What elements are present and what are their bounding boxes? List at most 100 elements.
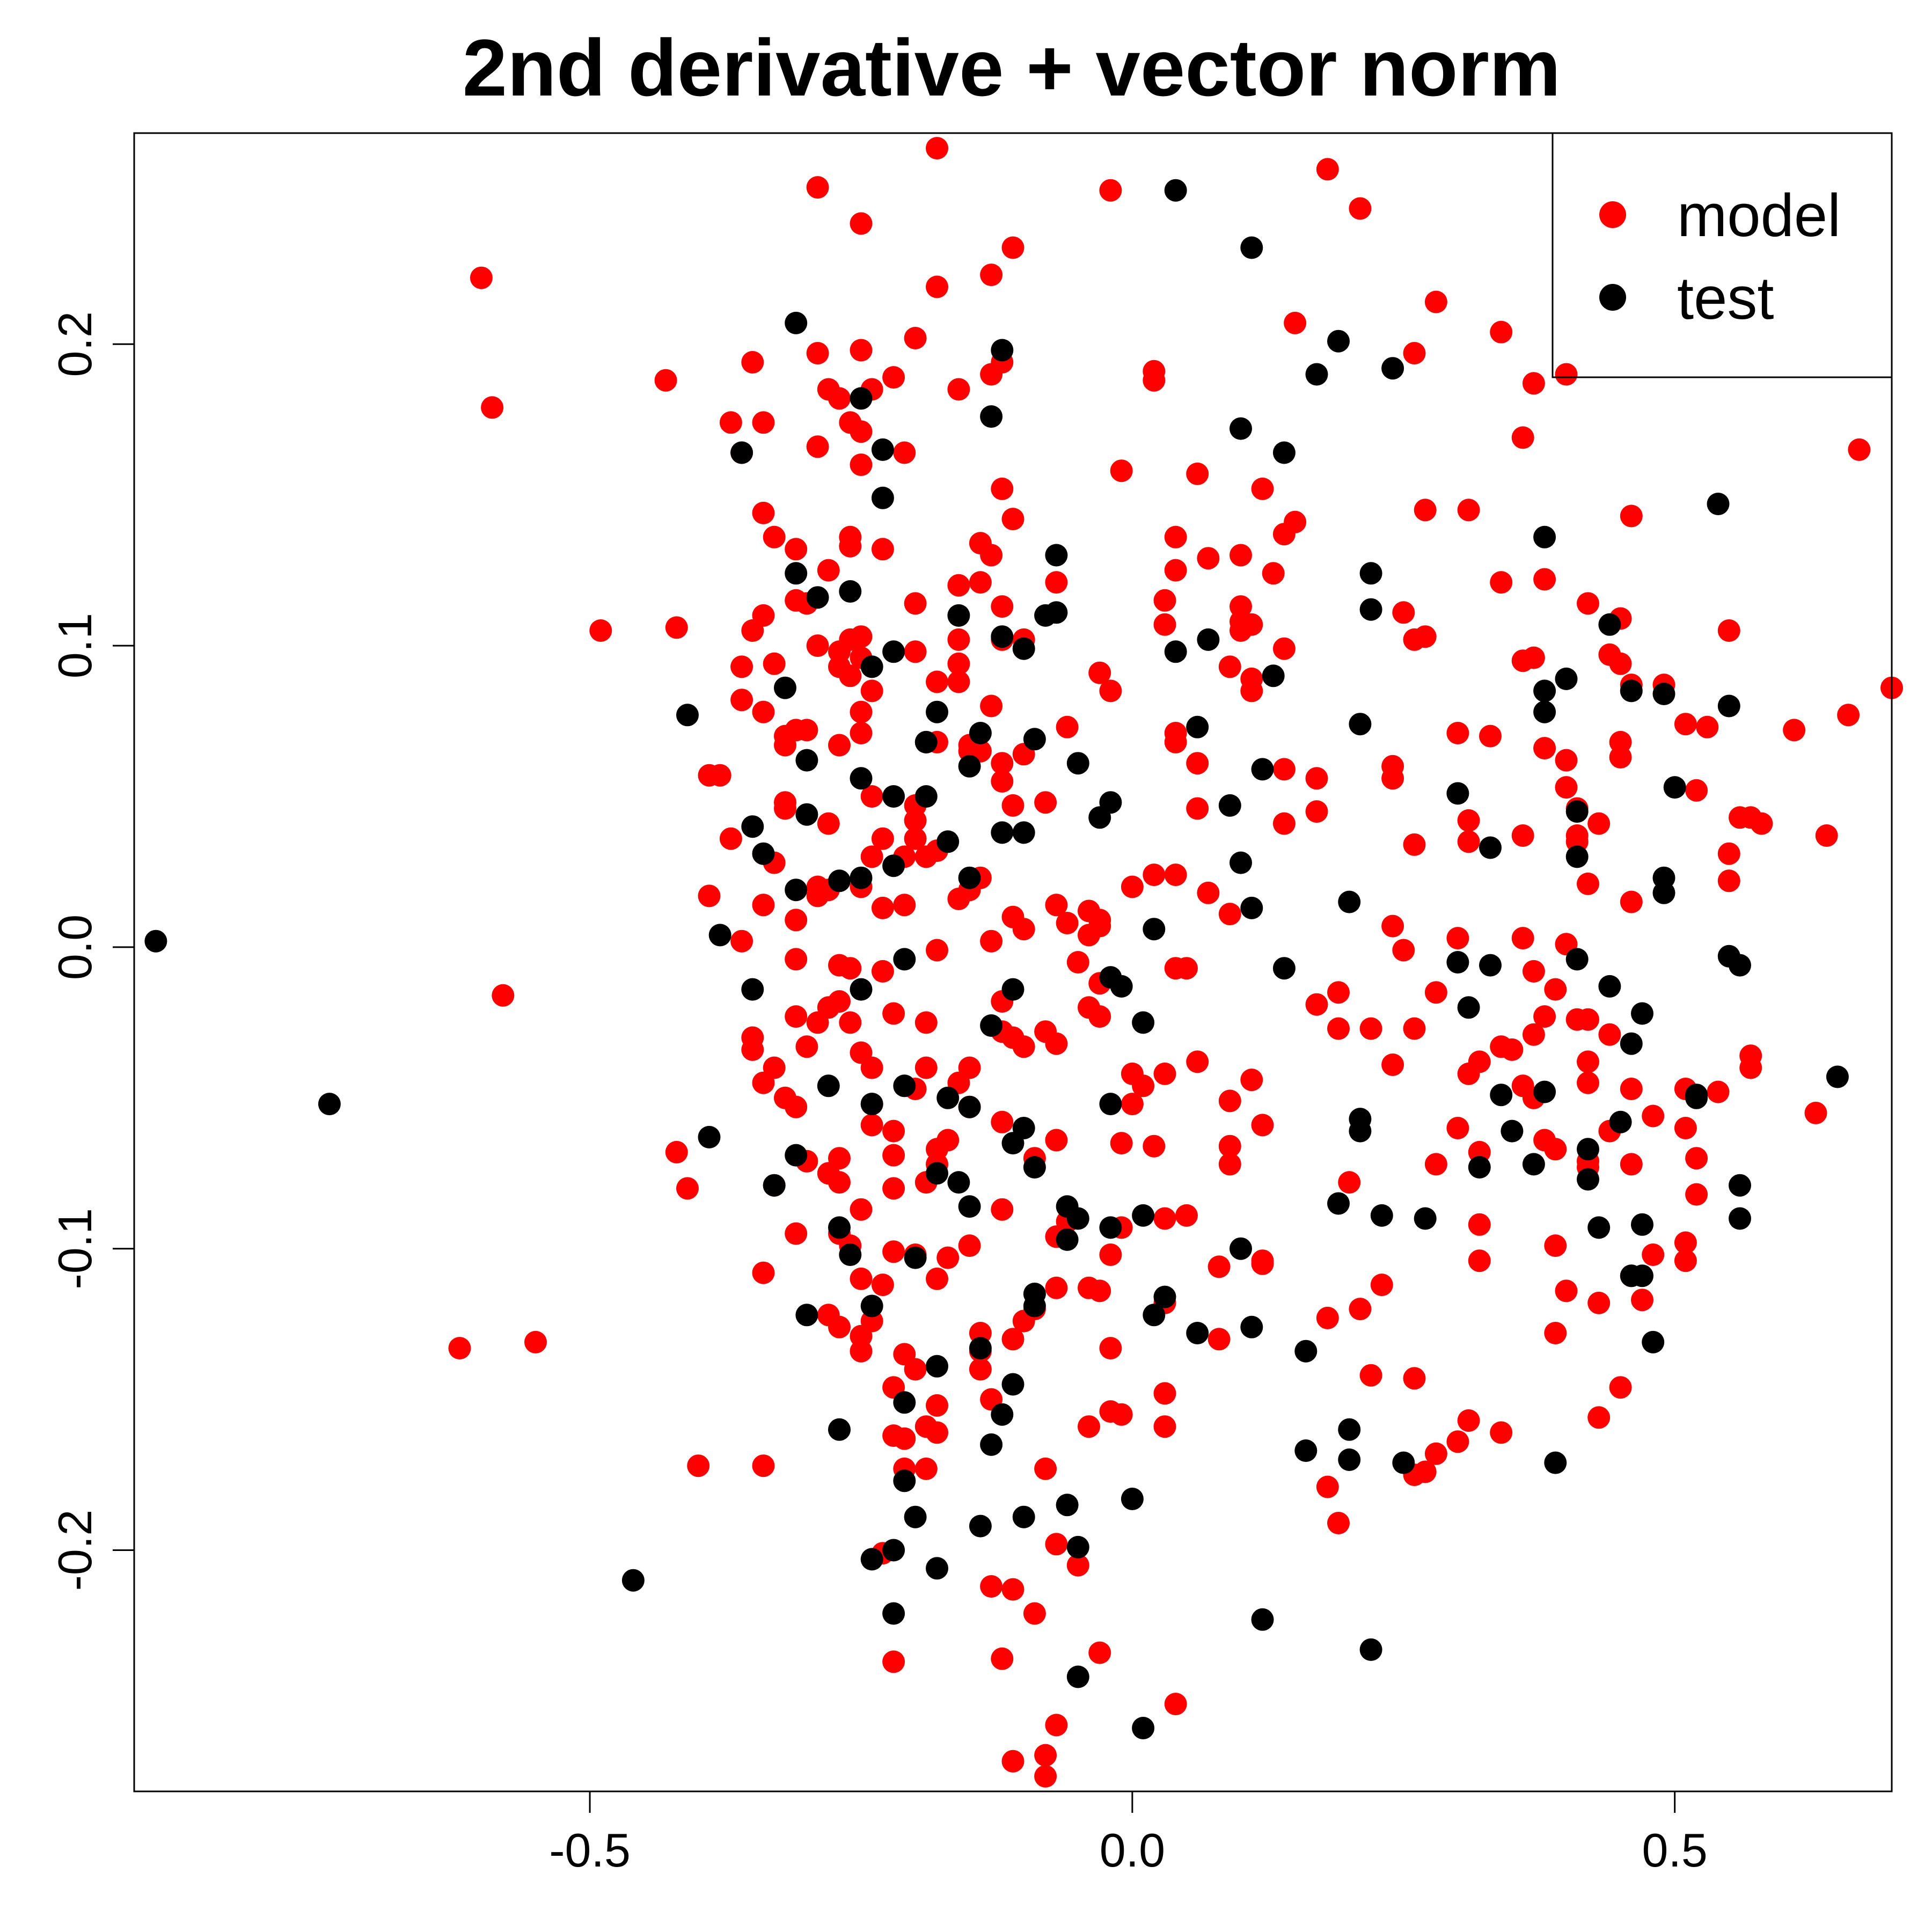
point-test-2 <box>621 1569 645 1592</box>
point-model-392 <box>1045 1276 1068 1299</box>
point-model-340 <box>785 1222 808 1245</box>
point-model-374 <box>524 1330 547 1353</box>
point-model-169 <box>1457 809 1480 832</box>
point-model-20 <box>719 411 742 434</box>
point-test-16 <box>795 749 818 772</box>
point-model-192 <box>914 845 938 868</box>
point-model-156 <box>774 797 796 820</box>
point-model-176 <box>1685 779 1708 802</box>
point-test-95 <box>1099 1093 1122 1116</box>
point-test-149 <box>1533 679 1556 702</box>
point-model-105 <box>1414 625 1437 648</box>
point-model-214 <box>730 930 753 953</box>
point-model-252 <box>914 1011 938 1034</box>
point-model-308 <box>828 1171 851 1194</box>
point-test-59 <box>958 1095 981 1118</box>
point-model-193 <box>893 894 916 917</box>
point-test-116 <box>1240 1315 1263 1338</box>
point-test-130 <box>1349 713 1372 736</box>
point-model-431 <box>882 1650 905 1673</box>
point-model-146 <box>1609 746 1632 769</box>
point-model-311 <box>860 1114 883 1137</box>
point-model-318 <box>936 1129 960 1152</box>
point-test-158 <box>1577 1138 1599 1161</box>
point-model-108 <box>1522 646 1545 669</box>
legend-box <box>1552 132 1893 378</box>
point-model-270 <box>1186 1050 1209 1073</box>
point-test-164 <box>1620 679 1643 702</box>
point-model-102 <box>1272 637 1296 660</box>
point-model-387 <box>969 1358 992 1381</box>
point-model-28 <box>850 453 873 476</box>
point-test-7 <box>741 815 764 838</box>
point-model-160 <box>904 809 927 832</box>
point-model-52 <box>969 571 992 594</box>
point-test-180 <box>1729 954 1751 977</box>
point-test-103 <box>1143 1304 1166 1327</box>
point-test-20 <box>817 1074 840 1097</box>
point-model-167 <box>1305 767 1328 790</box>
point-model-243 <box>785 1005 808 1028</box>
point-model-271 <box>1218 1089 1241 1113</box>
point-model-223 <box>1066 951 1089 974</box>
point-test-68 <box>991 625 1014 648</box>
point-model-403 <box>1359 1364 1382 1387</box>
point-test-102 <box>1143 918 1166 941</box>
point-model-323 <box>1110 1132 1133 1155</box>
point-test-73 <box>1001 1373 1024 1396</box>
point-model-150 <box>1837 704 1860 727</box>
point-test-93 <box>1099 791 1122 814</box>
point-model-202 <box>1121 875 1144 898</box>
point-model-69 <box>1153 613 1176 636</box>
point-model-393 <box>1078 1415 1100 1438</box>
point-model-64 <box>1164 559 1187 582</box>
point-model-147 <box>1674 713 1697 736</box>
point-model-91 <box>860 679 883 702</box>
legend-marker-test <box>1599 284 1626 311</box>
point-model-227 <box>1175 957 1198 980</box>
point-model-300 <box>1739 1056 1762 1079</box>
point-model-88 <box>763 652 786 675</box>
point-test-18 <box>806 586 829 609</box>
point-model-364 <box>1468 1213 1491 1236</box>
point-model-5 <box>1001 236 1024 259</box>
x-tick-label-2: 0.5 <box>1642 1824 1708 1877</box>
point-model-9 <box>1349 197 1372 220</box>
point-test-29 <box>850 978 873 1001</box>
point-model-63 <box>1164 525 1187 548</box>
point-model-297 <box>1674 1117 1697 1139</box>
point-model-369 <box>1631 1289 1653 1312</box>
point-test-101 <box>1132 1717 1155 1739</box>
point-model-35 <box>1424 290 1447 313</box>
point-model-396 <box>1110 1403 1133 1426</box>
point-model-215 <box>785 948 808 971</box>
point-test-115 <box>1240 896 1263 919</box>
point-model-338 <box>1685 1147 1708 1170</box>
point-model-23 <box>828 387 851 410</box>
point-model-371 <box>1674 1231 1697 1254</box>
point-model-97 <box>1099 679 1122 702</box>
point-model-90 <box>839 664 862 687</box>
point-test-138 <box>1392 1451 1415 1474</box>
point-model-80 <box>904 640 927 663</box>
point-model-320 <box>991 1110 1014 1133</box>
point-test-26 <box>850 387 873 410</box>
point-test-81 <box>1023 1294 1046 1318</box>
point-test-43 <box>882 1539 905 1562</box>
point-test-134 <box>1359 598 1382 621</box>
point-model-275 <box>1327 1017 1350 1040</box>
point-model-422 <box>1414 1460 1437 1483</box>
point-model-339 <box>1685 1183 1708 1206</box>
point-model-204 <box>1164 863 1187 887</box>
point-model-303 <box>676 1177 699 1200</box>
point-test-153 <box>1544 1451 1567 1474</box>
point-test-1 <box>318 1093 341 1116</box>
point-model-61 <box>1511 426 1534 449</box>
point-model-235 <box>1577 872 1599 895</box>
point-model-32 <box>1143 360 1166 383</box>
point-test-146 <box>1490 1084 1513 1107</box>
point-model-67 <box>1262 562 1285 585</box>
point-test-172 <box>1652 866 1675 889</box>
point-model-345 <box>882 1240 905 1263</box>
point-model-26 <box>850 420 873 443</box>
